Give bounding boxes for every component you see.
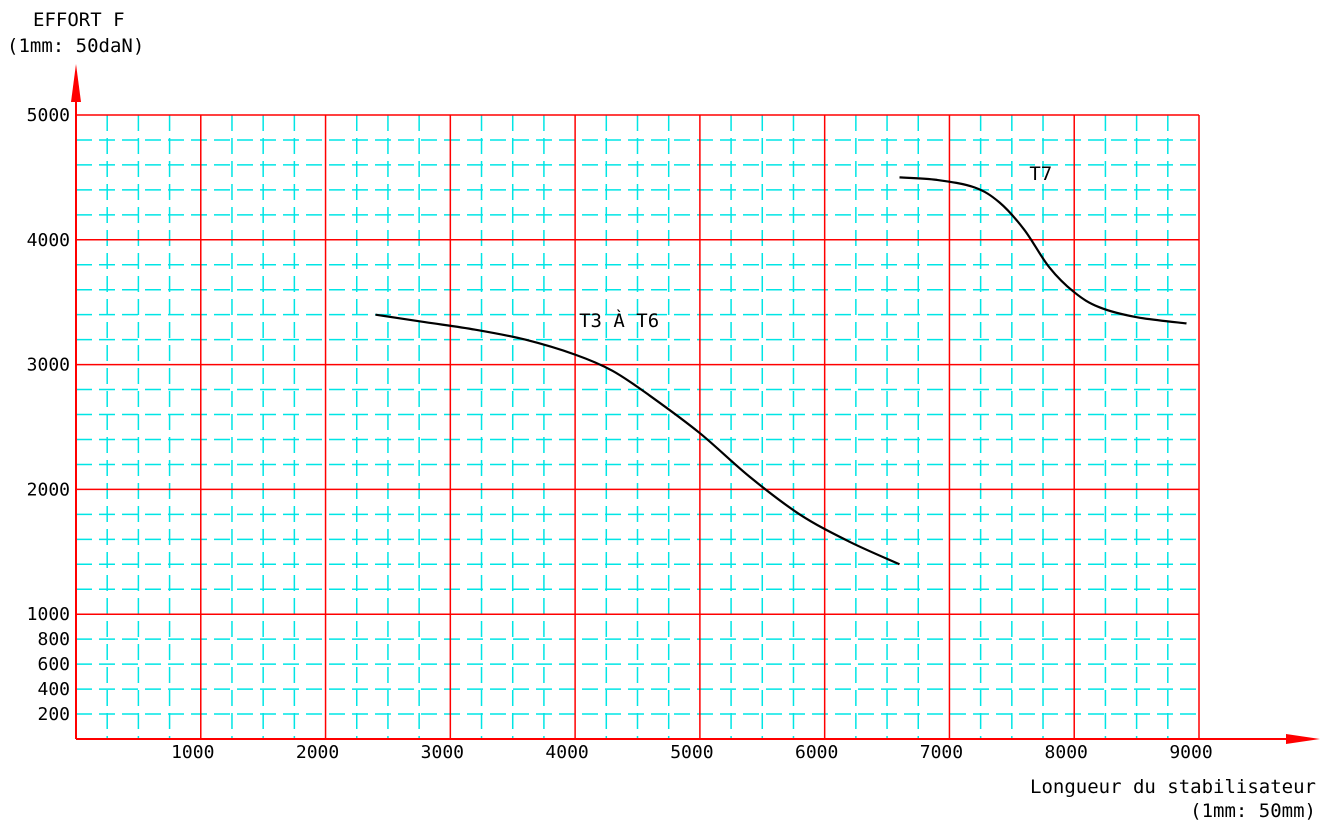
series-label-1: T3 À T6	[579, 309, 659, 332]
x-axis-arrowhead	[1286, 734, 1320, 744]
x-tick-label: 7000	[920, 742, 963, 763]
x-tick-label: 2000	[296, 742, 339, 763]
y-tick-label: 2000	[27, 479, 70, 500]
y-tick-label: 600	[37, 654, 70, 675]
axes	[71, 64, 1320, 744]
y-axis-title-line-2: (1mm: 50daN)	[7, 35, 144, 57]
y-tick-label: 3000	[27, 355, 70, 376]
x-axis-title-line-1: Longueur du stabilisateur	[1030, 776, 1316, 798]
series-line-1	[375, 313, 900, 566]
series-line-2	[899, 176, 1187, 325]
y-tick-label: 200	[37, 704, 70, 725]
y-tick-label: 4000	[27, 230, 70, 251]
x-axis-title-line-2: (1mm: 50mm)	[1190, 800, 1316, 822]
x-tick-label: 9000	[1169, 742, 1212, 763]
minor-grid	[76, 115, 1199, 739]
curves: T3 À T6 T7	[375, 163, 1187, 566]
x-tick-label: 5000	[670, 742, 713, 763]
x-tick-label: 4000	[545, 742, 588, 763]
y-tick-label: 1000	[27, 604, 70, 625]
x-tick-label: 6000	[795, 742, 838, 763]
major-grid	[76, 114, 1200, 739]
y-axis-title-line-1: EFFORT F	[33, 9, 125, 31]
x-tick-label: 8000	[1045, 742, 1088, 763]
x-tick-label: 1000	[171, 742, 214, 763]
y-tick-label: 800	[37, 629, 70, 650]
tick-labels: 1000 2000 3000 4000 5000 6000 7000 8000 9000 200 4…	[27, 105, 1213, 763]
y-axis-arrowhead	[71, 64, 81, 102]
labels: EFFORT F (1mm: 50daN) Longueur du stabil…	[7, 9, 1316, 822]
series-label-2: T7	[1029, 163, 1052, 185]
y-tick-label: 5000	[27, 105, 70, 126]
y-tick-label: 400	[37, 679, 70, 700]
x-tick-label: 3000	[421, 742, 464, 763]
